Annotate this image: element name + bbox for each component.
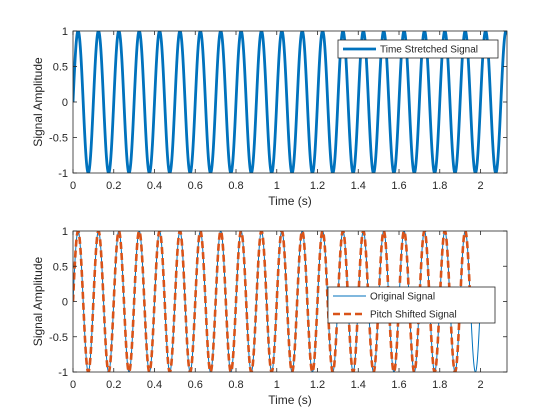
x-tick-label: 0.6 xyxy=(188,180,203,192)
legend: Time Stretched Signal xyxy=(337,39,499,59)
x-axis-label: Time (s) xyxy=(268,194,312,208)
x-tick-label: 1.8 xyxy=(432,379,447,391)
y-tick-label: 0.5 xyxy=(53,62,68,74)
x-tick-label: 1.2 xyxy=(310,379,325,391)
x-tick-label: 0.4 xyxy=(147,180,162,192)
y-tick-label: 1 xyxy=(62,26,68,38)
chart-1: 0 0.2 0.4 0.6 0.8 1 1.2 1.4 1.6 1.8 2 -1 -0.5 0 0.5 1 Ti… xyxy=(31,26,508,208)
x-tick-label: 0.8 xyxy=(228,379,243,391)
legend-label-1: Time Stretched Signal xyxy=(380,45,478,56)
x-tick-label: 0.4 xyxy=(147,379,162,391)
y-tick-label: -0.5 xyxy=(49,332,68,344)
legend-box xyxy=(337,39,499,59)
legend: Original Signal Pitch Shifted Signal xyxy=(327,286,496,324)
x-tick-label: 2 xyxy=(477,180,483,192)
x-tick-label: 0 xyxy=(70,180,76,192)
legend-box xyxy=(327,286,496,324)
y-tick-label: 1 xyxy=(62,226,68,238)
x-tick-label: 1 xyxy=(274,379,280,391)
y-tick-label: -1 xyxy=(58,367,68,379)
series-line-1 xyxy=(73,31,507,173)
x-tick-label: 0.2 xyxy=(106,379,121,391)
x-tick-label: 1.4 xyxy=(351,180,366,192)
x-tick-label: 1.6 xyxy=(391,379,406,391)
x-tick-label: 0.6 xyxy=(188,379,203,391)
y-tick-label: -1 xyxy=(58,168,68,180)
y-axis-label: Signal Amplitude xyxy=(31,256,45,346)
x-tick-label: 1.2 xyxy=(310,180,325,192)
x-axis-label: Time (s) xyxy=(268,393,312,407)
chart-2: 0 0.2 0.4 0.6 0.8 1 1.2 1.4 1.6 1.8 2 -1 -0.5 0 0.5 1 Ti… xyxy=(31,226,508,407)
x-tick-label: 0.8 xyxy=(228,180,243,192)
legend-label-1: Original Signal xyxy=(370,292,435,303)
y-tick-label: 0 xyxy=(62,297,68,309)
y-tick-label: -0.5 xyxy=(49,133,68,145)
x-tick-label: 1 xyxy=(274,180,280,192)
x-tick-label: 0.2 xyxy=(106,180,121,192)
y-tick-label: 0.5 xyxy=(53,261,68,273)
x-tick-label: 1.6 xyxy=(391,180,406,192)
x-tick-label: 1.8 xyxy=(432,180,447,192)
y-tick-label: 0 xyxy=(62,97,68,109)
x-tick-label: 1.4 xyxy=(351,379,366,391)
x-tick-label: 0 xyxy=(70,379,76,391)
x-tick-label: 2 xyxy=(477,379,483,391)
legend-label-2: Pitch Shifted Signal xyxy=(370,310,457,321)
y-axis-label: Signal Amplitude xyxy=(31,57,45,147)
